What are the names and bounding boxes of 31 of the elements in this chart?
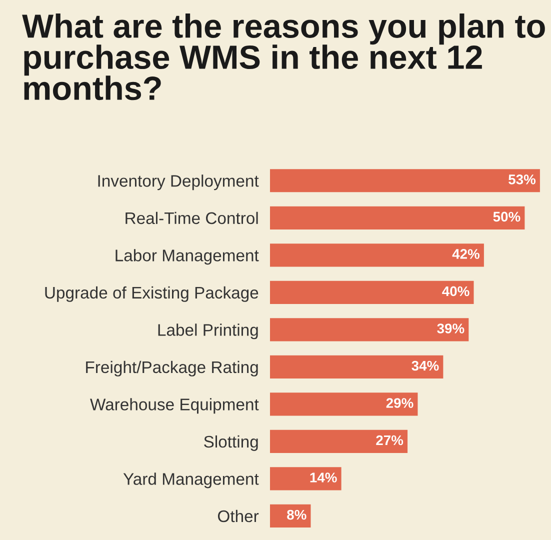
data-label: 27% bbox=[376, 435, 404, 446]
data-label: 34% bbox=[412, 360, 439, 371]
y-tick-label: Other bbox=[218, 510, 259, 522]
y-tick-label: Slotting bbox=[204, 435, 258, 451]
data-label: 42% bbox=[452, 249, 480, 259]
bar bbox=[270, 392, 418, 416]
data-label: 14% bbox=[310, 472, 337, 482]
data-label: 29% bbox=[386, 398, 414, 408]
bar bbox=[270, 467, 342, 490]
bar bbox=[270, 355, 444, 378]
y-tick-label: Real-Time Control bbox=[126, 212, 258, 224]
bar bbox=[270, 318, 469, 342]
y-tick-label: Warehouse Equipment bbox=[90, 398, 259, 414]
bar bbox=[270, 169, 540, 192]
data-label: 8% bbox=[287, 510, 306, 520]
bar bbox=[270, 244, 484, 267]
bar bbox=[270, 430, 408, 453]
y-tick-label: Labor Management bbox=[116, 249, 259, 265]
data-label: 39% bbox=[437, 324, 464, 334]
data-label: 40% bbox=[442, 286, 470, 296]
y-tick-label: Inventory Deployment bbox=[98, 174, 259, 190]
data-label: 53% bbox=[508, 174, 536, 184]
bar bbox=[270, 206, 525, 230]
bar bbox=[270, 504, 311, 528]
y-tick-label: Upgrade of Existing Package bbox=[45, 286, 258, 302]
y-tick-label: Yard Management bbox=[123, 472, 259, 488]
chart-title: What are the reasons you plan to purchase WMS in the next 12 months? bbox=[22, 14, 545, 100]
y-tick-label: Label Printing bbox=[158, 324, 258, 340]
data-label: 50% bbox=[493, 212, 520, 222]
y-tick-label: Freight/Package Rating bbox=[86, 360, 258, 376]
bar bbox=[270, 280, 474, 304]
